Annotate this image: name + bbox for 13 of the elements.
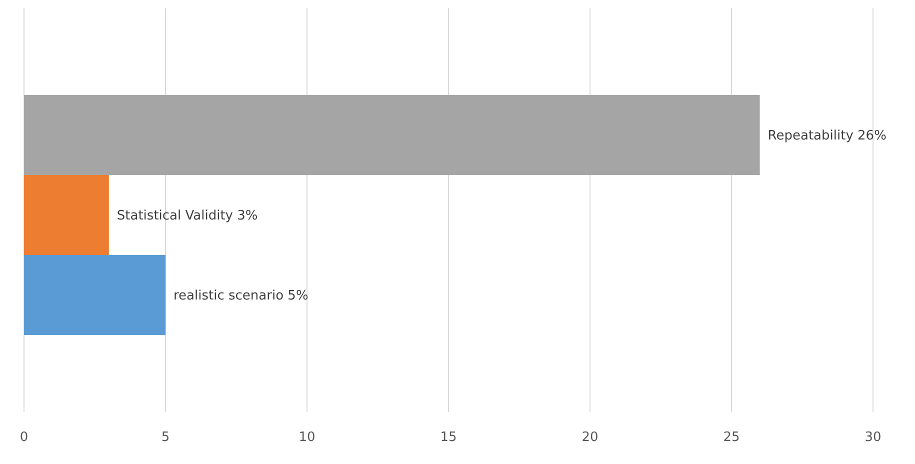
data-label: Repeatability 26% xyxy=(768,128,886,144)
data-label: Statistical Validity 3% xyxy=(116,208,258,224)
x-tick-label: 30 xyxy=(864,430,882,446)
x-tick-label: 5 xyxy=(161,430,170,446)
data-label: realistic scenario 5% xyxy=(174,288,308,304)
bar xyxy=(24,255,166,335)
x-tick-label: 15 xyxy=(440,430,457,446)
bar xyxy=(24,95,760,175)
bar xyxy=(24,175,109,255)
x-tick-label: 0 xyxy=(20,430,28,446)
x-tick-label: 10 xyxy=(298,430,316,446)
x-tick-label: 25 xyxy=(723,430,740,446)
x-tick-label: 20 xyxy=(582,430,598,446)
